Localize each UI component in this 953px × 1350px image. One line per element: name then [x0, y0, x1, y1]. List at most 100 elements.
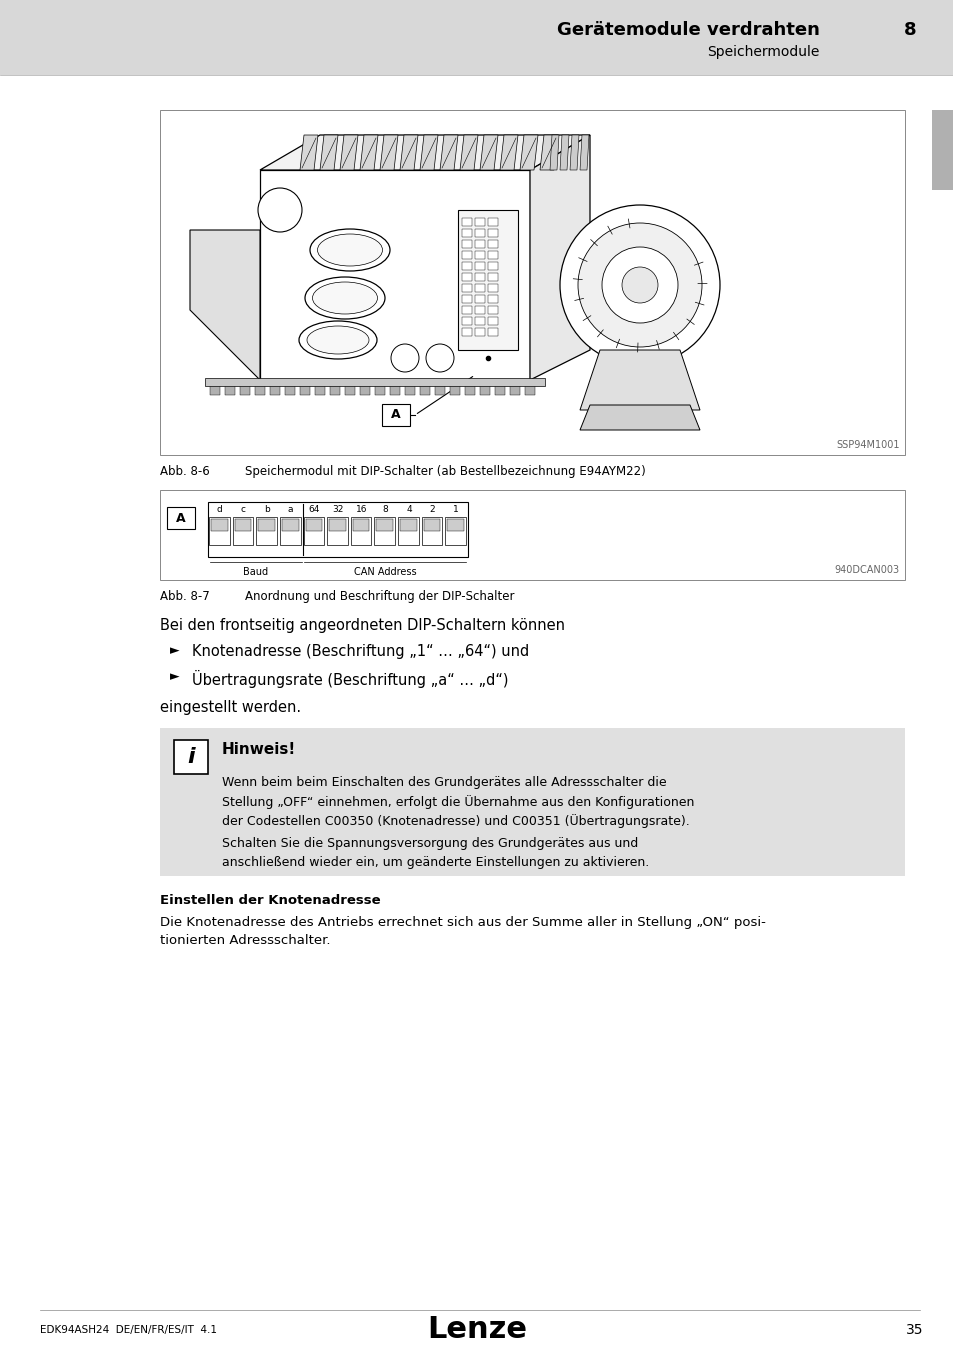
Polygon shape	[459, 135, 477, 170]
Text: eingestellt werden.: eingestellt werden.	[160, 701, 301, 716]
Polygon shape	[450, 379, 459, 396]
Text: i: i	[187, 747, 194, 767]
FancyBboxPatch shape	[488, 230, 497, 238]
FancyBboxPatch shape	[475, 240, 484, 248]
Circle shape	[601, 247, 678, 323]
Text: 8: 8	[382, 505, 388, 514]
Polygon shape	[479, 135, 497, 170]
FancyBboxPatch shape	[475, 273, 484, 281]
FancyBboxPatch shape	[160, 490, 904, 580]
FancyBboxPatch shape	[397, 517, 418, 545]
Text: SSP94M1001: SSP94M1001	[836, 440, 899, 450]
Polygon shape	[379, 135, 397, 170]
FancyBboxPatch shape	[447, 518, 463, 531]
Text: Die Knotenadresse des Antriebs errechnet sich aus der Summe aller in Stellung „O: Die Knotenadresse des Antriebs errechnet…	[160, 917, 765, 929]
Polygon shape	[419, 379, 430, 396]
FancyBboxPatch shape	[208, 502, 468, 558]
Polygon shape	[435, 379, 444, 396]
Text: c: c	[241, 505, 246, 514]
FancyBboxPatch shape	[461, 317, 472, 325]
FancyBboxPatch shape	[461, 296, 472, 302]
FancyBboxPatch shape	[475, 262, 484, 270]
Text: b: b	[264, 505, 270, 514]
FancyBboxPatch shape	[305, 518, 322, 531]
FancyBboxPatch shape	[461, 273, 472, 281]
Text: 8: 8	[902, 22, 915, 39]
Polygon shape	[375, 379, 385, 396]
Text: Schalten Sie die Spannungsversorgung des Grundgerätes aus und: Schalten Sie die Spannungsversorgung des…	[222, 837, 638, 850]
Polygon shape	[524, 379, 535, 396]
FancyBboxPatch shape	[205, 378, 544, 386]
Polygon shape	[285, 379, 294, 396]
Text: Gerätemodule verdrahten: Gerätemodule verdrahten	[557, 22, 820, 39]
FancyBboxPatch shape	[258, 518, 274, 531]
Polygon shape	[419, 135, 437, 170]
FancyBboxPatch shape	[475, 296, 484, 302]
Text: 1: 1	[453, 505, 458, 514]
Polygon shape	[405, 379, 415, 396]
FancyBboxPatch shape	[461, 284, 472, 292]
Text: Speichermodul mit DIP-Schalter (ab Bestellbezeichnung E94AYM22): Speichermodul mit DIP-Schalter (ab Beste…	[245, 464, 645, 478]
Polygon shape	[240, 379, 250, 396]
FancyBboxPatch shape	[488, 284, 497, 292]
Polygon shape	[270, 379, 280, 396]
FancyBboxPatch shape	[461, 328, 472, 336]
Text: 32: 32	[332, 505, 343, 514]
FancyBboxPatch shape	[282, 518, 298, 531]
Polygon shape	[539, 135, 558, 170]
Circle shape	[391, 344, 418, 373]
Text: ►: ►	[170, 670, 179, 683]
FancyBboxPatch shape	[0, 0, 953, 76]
Polygon shape	[439, 135, 457, 170]
Ellipse shape	[305, 277, 385, 319]
FancyBboxPatch shape	[351, 517, 371, 545]
FancyBboxPatch shape	[303, 517, 324, 545]
FancyBboxPatch shape	[209, 517, 230, 545]
Text: 2: 2	[429, 505, 435, 514]
Ellipse shape	[310, 230, 390, 271]
Circle shape	[257, 188, 302, 232]
FancyBboxPatch shape	[461, 230, 472, 238]
Polygon shape	[550, 135, 558, 170]
FancyBboxPatch shape	[233, 517, 253, 545]
FancyBboxPatch shape	[160, 728, 904, 876]
Polygon shape	[330, 379, 339, 396]
FancyBboxPatch shape	[488, 262, 497, 270]
Polygon shape	[495, 379, 504, 396]
FancyBboxPatch shape	[488, 296, 497, 302]
Text: A: A	[176, 512, 186, 525]
Polygon shape	[464, 379, 475, 396]
FancyBboxPatch shape	[461, 262, 472, 270]
Ellipse shape	[307, 325, 369, 354]
Text: Speichermodule: Speichermodule	[707, 45, 820, 59]
FancyBboxPatch shape	[457, 211, 517, 350]
Text: tionierten Adressschalter.: tionierten Adressschalter.	[160, 934, 330, 946]
Polygon shape	[225, 379, 234, 396]
Text: ►: ►	[170, 644, 179, 657]
Polygon shape	[559, 135, 568, 170]
Text: Hinweis!: Hinweis!	[222, 743, 296, 757]
Text: Bei den frontseitig angeordneten DIP-Schaltern können: Bei den frontseitig angeordneten DIP-Sch…	[160, 618, 564, 633]
FancyBboxPatch shape	[173, 740, 208, 774]
FancyBboxPatch shape	[381, 404, 410, 427]
Text: Übertragungsrate (Beschriftung „a“ … „d“): Übertragungsrate (Beschriftung „a“ … „d“…	[192, 670, 508, 688]
Text: 35: 35	[905, 1323, 923, 1336]
Circle shape	[578, 223, 701, 347]
FancyBboxPatch shape	[211, 518, 228, 531]
Text: Wenn beim beim Einschalten des Grundgerätes alle Adressschalter die: Wenn beim beim Einschalten des Grundgerä…	[222, 776, 666, 788]
Text: Knotenadresse (Beschriftung „1“ … „64“) und: Knotenadresse (Beschriftung „1“ … „64“) …	[192, 644, 529, 659]
FancyBboxPatch shape	[475, 284, 484, 292]
FancyBboxPatch shape	[421, 517, 442, 545]
Text: CAN Address: CAN Address	[354, 567, 416, 576]
FancyBboxPatch shape	[399, 518, 416, 531]
FancyBboxPatch shape	[931, 109, 953, 190]
Polygon shape	[190, 230, 260, 379]
Text: A: A	[391, 409, 400, 421]
Text: der Codestellen C00350 (Knotenadresse) und C00351 (Übertragungsrate).: der Codestellen C00350 (Knotenadresse) u…	[222, 814, 689, 828]
FancyBboxPatch shape	[488, 328, 497, 336]
FancyBboxPatch shape	[475, 306, 484, 315]
FancyBboxPatch shape	[461, 240, 472, 248]
Text: Abb. 8-7: Abb. 8-7	[160, 590, 210, 603]
FancyBboxPatch shape	[160, 109, 904, 455]
FancyBboxPatch shape	[423, 518, 440, 531]
